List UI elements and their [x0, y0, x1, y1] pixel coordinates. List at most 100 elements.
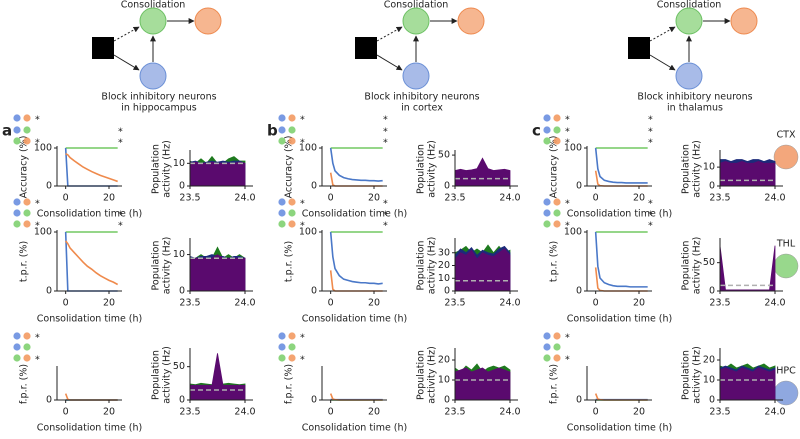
significance-end: * — [383, 115, 388, 126]
significance-dot — [23, 332, 31, 340]
significance-dot — [288, 114, 296, 122]
significance-dot — [278, 332, 286, 340]
y-tick-label: 100 — [564, 227, 582, 238]
significance-dot — [288, 332, 296, 340]
y-tick-label: 0 — [179, 395, 185, 406]
diagram-caption: Block inhibitory neurons — [364, 92, 479, 103]
y-tick-label: 50 — [703, 257, 715, 268]
y-tick-label: 10 — [703, 162, 715, 173]
significance-start: * — [300, 221, 305, 232]
significance-end: * — [383, 127, 388, 138]
x-tick-label: 23.5 — [179, 298, 200, 309]
x-tick-label: 24.0 — [499, 298, 520, 309]
x-tick-label: 24.0 — [499, 193, 520, 204]
significance-dot — [13, 220, 21, 228]
x-tick-label: 24.0 — [234, 193, 255, 204]
x-axis-label: Consolidation time (h) — [37, 314, 143, 325]
diagram-title: Consolidation — [657, 0, 722, 11]
y-axis-label: Accuracy (%) — [19, 136, 30, 199]
significance-dot — [23, 137, 31, 145]
series-line — [594, 231, 648, 288]
x-axis-label: Consolidation time (h) — [37, 423, 143, 434]
y-axis-label: f.p.r. (%) — [284, 364, 295, 404]
x-tick-label: 0 — [328, 193, 334, 204]
significance-dot — [553, 354, 561, 362]
population-node — [457, 7, 485, 35]
x-tick-label: 24.0 — [234, 407, 255, 418]
population-node — [139, 7, 167, 35]
diagram-title: Consolidation — [121, 0, 186, 11]
population-node — [675, 7, 703, 35]
significance-dot — [288, 209, 296, 217]
population-node — [402, 7, 430, 35]
population-node — [139, 62, 167, 90]
significance-dot — [278, 220, 286, 228]
significance-start: * — [35, 138, 40, 149]
significance-dot — [13, 137, 21, 145]
series-line — [64, 393, 118, 401]
population-node — [194, 7, 222, 35]
x-axis-label: Consolidation time (h) — [302, 314, 408, 325]
activity-area — [454, 248, 511, 292]
activity-area — [189, 254, 246, 292]
x-tick-label: 20 — [103, 407, 115, 418]
y-axis-label: activity (Hz) — [162, 346, 173, 404]
y-axis-label: activity (Hz) — [162, 237, 173, 295]
y-tick-label: 0 — [576, 395, 582, 406]
y-tick-label: 0 — [444, 395, 450, 406]
series-line — [594, 147, 648, 184]
x-tick-label: 23.5 — [444, 298, 465, 309]
significance-end: * — [118, 127, 123, 138]
significance-dot — [278, 198, 286, 206]
significance-start: * — [565, 333, 570, 344]
series-line — [64, 147, 118, 187]
region-node — [773, 380, 799, 406]
significance-start: * — [35, 115, 40, 126]
y-tick-label: 10 — [173, 249, 185, 260]
input-block — [355, 37, 377, 59]
series-line — [65, 152, 118, 183]
diagram-title: Consolidation — [384, 0, 449, 11]
significance-start: * — [565, 199, 570, 210]
significance-dot — [13, 114, 21, 122]
y-axis-label: Population — [681, 241, 692, 291]
x-tick-label: 23.5 — [179, 407, 200, 418]
significance-end: * — [118, 210, 123, 221]
series-line — [65, 240, 119, 286]
significance-dot — [553, 343, 561, 351]
y-axis-label: t.p.r. (%) — [549, 241, 560, 282]
significance-end: * — [648, 115, 653, 126]
significance-dot — [553, 332, 561, 340]
significance-dot — [13, 126, 21, 134]
significance-end: * — [118, 138, 123, 149]
diagram-caption: in thalamus — [667, 103, 723, 114]
significance-end: * — [648, 127, 653, 138]
x-axis-label: Consolidation time (h) — [302, 209, 408, 220]
y-axis-label: activity (Hz) — [692, 346, 703, 404]
y-tick-label: 100 — [299, 227, 317, 238]
y-axis-label: Population — [416, 241, 427, 291]
y-axis-label: f.p.r. (%) — [549, 364, 560, 404]
significance-end: * — [383, 221, 388, 232]
significance-dot — [553, 209, 561, 217]
diagram-caption: Block inhibitory neurons — [637, 92, 752, 103]
activity-area — [719, 161, 776, 187]
y-tick-label: 0 — [311, 181, 317, 192]
x-tick-label: 23.5 — [709, 407, 730, 418]
input-block — [628, 37, 650, 59]
x-tick-label: 24.0 — [764, 298, 785, 309]
y-tick-label: 20 — [703, 355, 715, 366]
y-axis-label: Accuracy (%) — [284, 136, 295, 199]
y-tick-label: 0 — [179, 181, 185, 192]
y-tick-label: 10 — [703, 375, 715, 386]
significance-dot — [23, 220, 31, 228]
y-axis-label: Population — [151, 144, 162, 194]
significance-dot — [278, 114, 286, 122]
population-node — [402, 62, 430, 90]
x-axis-label: Consolidation time (h) — [567, 209, 673, 220]
y-axis-label: activity (Hz) — [427, 346, 438, 404]
significance-dot — [553, 137, 561, 145]
significance-dot — [278, 209, 286, 217]
y-tick-label: 10 — [438, 273, 450, 284]
panel-label: b — [267, 122, 278, 140]
